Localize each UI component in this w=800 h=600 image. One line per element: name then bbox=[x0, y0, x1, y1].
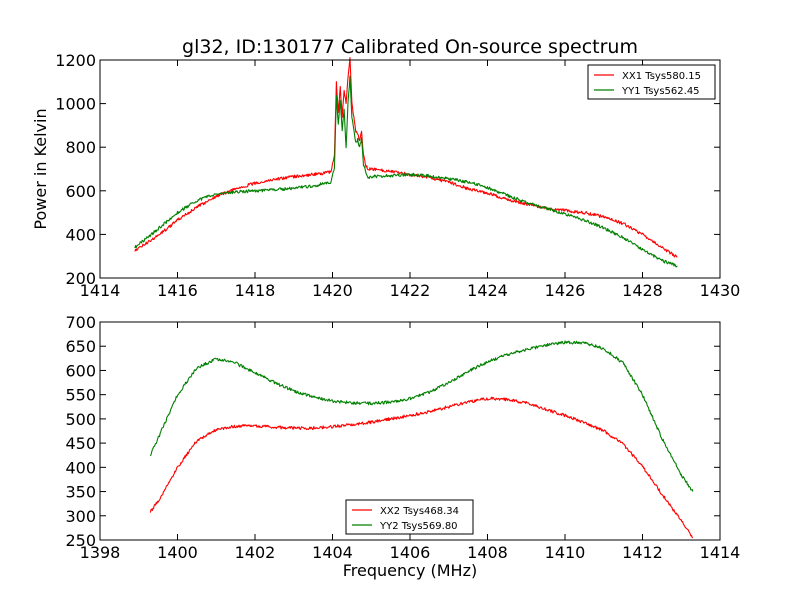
y-tick-label: 800 bbox=[65, 138, 96, 157]
top-panel: gl32, ID:130177 Calibrated On-source spe… bbox=[31, 36, 740, 300]
x-tick-label: 1408 bbox=[467, 543, 508, 562]
y-tick-label: 300 bbox=[65, 507, 96, 526]
x-tick-label: 1418 bbox=[235, 281, 276, 300]
x-tick-label: 1402 bbox=[235, 543, 276, 562]
legend: XX2 Tsys468.34 YY2 Tsys569.80 bbox=[345, 499, 474, 535]
chart-title: gl32, ID:130177 Calibrated On-source spe… bbox=[182, 36, 638, 58]
series-line-xx2 bbox=[149, 396, 693, 539]
legend-label: YY1 Tsys562.45 bbox=[621, 86, 700, 97]
series-line-yy1 bbox=[134, 75, 678, 268]
y-tick-label: 600 bbox=[65, 361, 96, 380]
y-tick-label: 550 bbox=[65, 386, 96, 405]
legend-box bbox=[345, 499, 474, 535]
series-line-yy2 bbox=[149, 340, 694, 492]
y-tick-label: 600 bbox=[65, 182, 96, 201]
x-tick-label: 1412 bbox=[622, 543, 663, 562]
x-tick-label: 1430 bbox=[700, 281, 741, 300]
legend-label: XX2 Tsys468.34 bbox=[380, 506, 459, 517]
y-tick-label: 250 bbox=[65, 531, 96, 550]
x-tick-label: 1414 bbox=[700, 543, 741, 562]
legend-label: XX1 Tsys580.15 bbox=[622, 71, 701, 82]
x-tick-label: 1406 bbox=[390, 543, 431, 562]
bottom-panel: Frequency (MHz) 1398 1400 1402 1404 1406 1408… bbox=[65, 313, 740, 580]
y-tick-label: 1200 bbox=[55, 51, 96, 70]
y-tick-label: 400 bbox=[65, 225, 96, 244]
x-tick-label: 1416 bbox=[157, 281, 198, 300]
x-tick-label: 1400 bbox=[157, 543, 198, 562]
y-tick-label: 450 bbox=[65, 434, 96, 453]
x-tick-label: 1414 bbox=[80, 281, 121, 300]
x-tick-label: 1420 bbox=[312, 281, 353, 300]
legend: XX1 Tsys580.15 YY1 Tsys562.45 bbox=[587, 64, 716, 100]
x-tick-label: 1398 bbox=[80, 543, 121, 562]
x-tick-label: 1422 bbox=[390, 281, 431, 300]
y-tick-label: 1000 bbox=[55, 95, 96, 114]
legend-label: YY2 Tsys569.80 bbox=[379, 521, 458, 532]
x-tick-label: 1424 bbox=[467, 281, 508, 300]
x-tick-label: 1426 bbox=[545, 281, 586, 300]
x-tick-label: 1410 bbox=[545, 543, 586, 562]
y-tick-label: 350 bbox=[65, 483, 96, 502]
y-tick-label: 700 bbox=[65, 313, 96, 332]
y-tick-label: 650 bbox=[65, 337, 96, 356]
x-tick-label: 1404 bbox=[312, 543, 353, 562]
bottom-plot-area: 1398 1400 1402 1404 1406 1408 1410 1412 1414 250 3… bbox=[65, 313, 740, 562]
y-tick-label: 500 bbox=[65, 410, 96, 429]
y-axis-label: Power in Kelvin bbox=[31, 108, 50, 229]
legend-box bbox=[587, 64, 716, 100]
y-tick-label: 200 bbox=[65, 269, 96, 288]
x-axis-label: Frequency (MHz) bbox=[343, 561, 477, 580]
top-plot-area: 1414 1416 1418 1420 1422 1424 1426 1428 1430 200 4… bbox=[55, 51, 740, 300]
x-tick-label: 1428 bbox=[622, 281, 663, 300]
y-tick-label: 400 bbox=[65, 458, 96, 477]
